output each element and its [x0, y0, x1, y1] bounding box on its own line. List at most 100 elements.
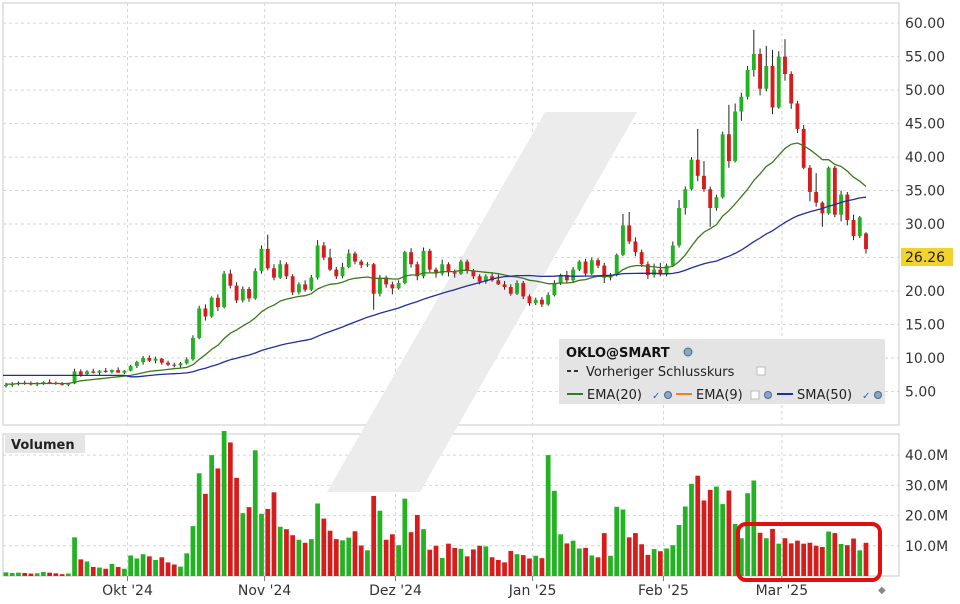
x-tick-label: Jan '25 — [508, 583, 557, 599]
volume-bar — [439, 557, 445, 576]
volume-bar — [495, 559, 501, 576]
volume-bar — [751, 480, 757, 576]
candle-body — [546, 295, 551, 305]
candle-body — [353, 253, 357, 262]
indicator-lines — [3, 142, 867, 385]
legend: OKLO@SMART Vorheriger Schlusskurs EMA(20… — [559, 339, 885, 404]
candle-body — [91, 371, 96, 373]
volume-bar — [308, 539, 314, 576]
candle-body — [783, 56, 787, 75]
volume-bar — [84, 561, 90, 576]
volume-bar — [178, 566, 183, 576]
volume-bar — [552, 490, 557, 576]
legend-ema20-label: EMA(20) — [587, 388, 642, 403]
x-tick-label: Nov '24 — [238, 583, 292, 599]
volume-bar — [240, 513, 246, 576]
volume-bar — [701, 500, 707, 576]
candle-body — [670, 245, 675, 266]
volume-bar — [813, 545, 819, 576]
volume-bar — [452, 547, 458, 576]
candle-body — [272, 268, 276, 278]
candle-body — [633, 241, 638, 253]
volume-bar — [252, 450, 258, 576]
candle-body — [689, 159, 694, 190]
candle-body — [490, 276, 495, 281]
watermark-logo — [327, 112, 637, 492]
candle-body — [402, 252, 407, 283]
volume-title-bg — [5, 435, 85, 453]
candle-body — [776, 56, 781, 108]
candle-body — [745, 69, 750, 97]
candle-body — [290, 276, 295, 293]
volume-bar — [838, 543, 844, 576]
candle-body — [166, 362, 170, 365]
volume-bar — [614, 506, 620, 576]
volume-bar — [471, 549, 476, 576]
candle-body — [116, 370, 121, 373]
candle-body — [346, 253, 351, 267]
volume-bar — [315, 503, 320, 576]
volume-bar — [340, 540, 345, 576]
last-price-label: 26.26 — [905, 250, 945, 266]
volume-bar — [595, 557, 601, 576]
ema20-check-icon[interactable]: ✓ — [652, 391, 660, 402]
candle-body — [720, 134, 725, 198]
volume-bar — [146, 556, 152, 576]
volume-bar — [97, 567, 102, 576]
volume-bar — [564, 543, 570, 576]
volume-bar — [321, 518, 327, 576]
price-tick-label: 15.00 — [905, 318, 945, 334]
ema20-settings-icon[interactable] — [664, 391, 672, 399]
volume-bar — [583, 547, 588, 576]
legend-bg — [559, 339, 885, 404]
x-tick-label: Dez '24 — [369, 583, 422, 599]
volume-bar — [234, 477, 239, 576]
volume-bar — [689, 483, 694, 576]
volume-bar — [520, 555, 526, 576]
volume-bar — [820, 546, 825, 576]
volume-bar — [196, 473, 202, 576]
candle-body — [303, 284, 308, 290]
prevclose-toggle-checkbox[interactable] — [756, 366, 766, 376]
candle-body — [215, 297, 220, 308]
volume-bar — [22, 572, 28, 576]
volume-bar — [153, 559, 158, 576]
candle-body — [496, 280, 501, 285]
volume-bar — [844, 545, 850, 576]
candle-body — [726, 134, 731, 162]
volume-bar — [203, 493, 208, 576]
candle-body — [209, 297, 214, 317]
volume-bar — [857, 550, 863, 576]
candle-body — [552, 282, 557, 296]
candle-body — [147, 358, 152, 361]
volume-bar — [159, 557, 165, 576]
candle-body — [477, 276, 482, 282]
sma50-check-icon[interactable]: ✓ — [862, 391, 870, 402]
candle-body — [178, 363, 183, 366]
volume-bar — [47, 572, 52, 576]
volume-bar — [184, 553, 190, 576]
volume-bar — [826, 531, 831, 576]
ema9-settings-icon[interactable] — [764, 391, 772, 399]
symbol-settings-icon[interactable] — [683, 347, 693, 357]
candle-body — [521, 282, 526, 297]
volume-bar — [103, 568, 109, 576]
volume-bar — [246, 507, 252, 576]
volume-bar — [365, 550, 370, 576]
volume-bar — [109, 563, 115, 576]
sma50-settings-icon[interactable] — [874, 391, 882, 399]
volume-bar — [714, 486, 719, 576]
candle-body — [770, 65, 775, 108]
candle-body — [85, 371, 89, 375]
candle-body — [658, 269, 663, 275]
ema9-toggle-checkbox[interactable] — [750, 390, 760, 400]
volume-bar — [626, 537, 632, 576]
candle-body — [571, 269, 576, 281]
volume-bar — [489, 557, 495, 576]
scroll-right-icon[interactable]: ◆ — [878, 585, 886, 596]
candle-body — [645, 264, 650, 275]
candlesticks — [4, 29, 868, 388]
candle-body — [558, 274, 563, 283]
volume-bar — [265, 508, 271, 576]
